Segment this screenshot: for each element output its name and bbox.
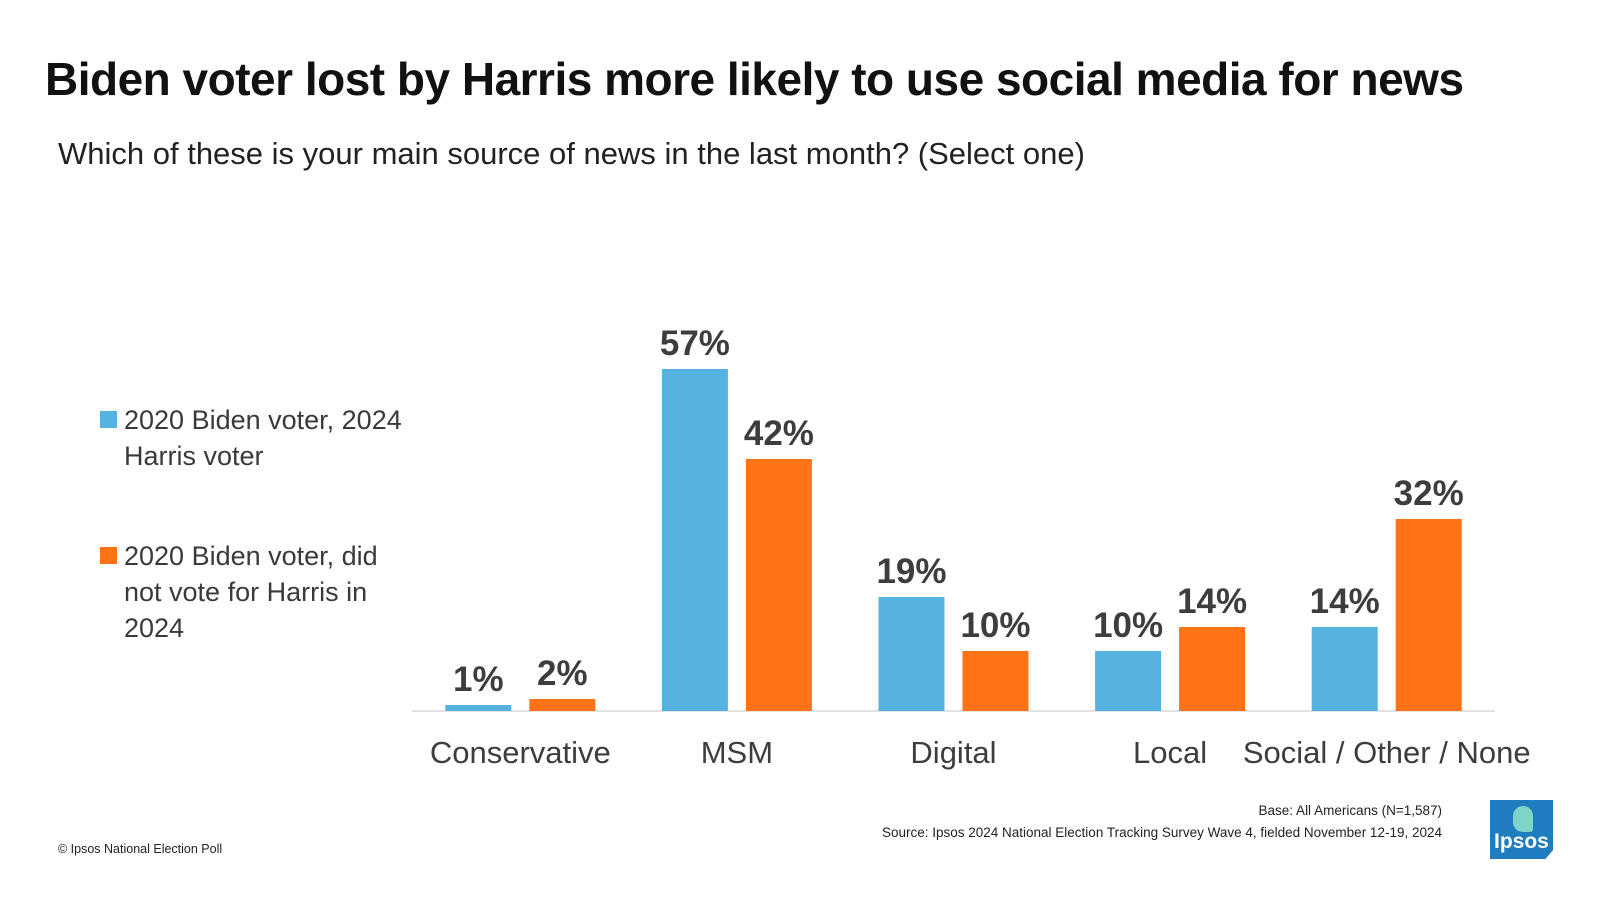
data-label-digital-series-2: 10% [960,606,1030,645]
legend-swatch-harris-voter [100,411,117,428]
legend-item-not-harris-voter: 2020 Biden voter, did not vote for Harri… [100,538,410,646]
bar-digital-series-2 [962,651,1029,711]
data-label-conservative-series-2: 2% [537,654,588,693]
bar-conservative-series-1 [445,705,512,711]
legend-item-harris-voter: 2020 Biden voter, 2024 Harris voter [100,402,410,474]
footnotes: Base: All Americans (N=1,587) Source: Ip… [882,800,1442,844]
legend-label-not-harris-voter: 2020 Biden voter, did not vote for Harri… [124,541,378,643]
bar-msm-series-2 [745,459,812,711]
chart-title: Biden voter lost by Harris more likely t… [45,53,1464,105]
source-note: Source: Ipsos 2024 National Election Tra… [881,825,1442,840]
data-label-local-series-2: 14% [1177,582,1247,621]
legend-swatch-not-harris-voter [100,547,117,564]
data-label-social-other-none-series-1: 14% [1310,582,1380,621]
legend: 2020 Biden voter, 2024 Harris voter 2020… [100,402,410,646]
bar-conservative-series-2 [529,699,596,711]
data-label-conservative-series-1: 1% [453,660,504,699]
data-label-local-series-1: 10% [1093,606,1163,645]
data-label-msm-series-1: 57% [660,324,730,363]
data-label-msm-series-2: 42% [744,414,814,453]
copyright-note: © Ipsos National Election Poll [58,842,223,856]
category-label-social-other-none: Social / Other / None [1243,735,1531,770]
ipsos-logo-text: Ipsos [1494,830,1549,853]
bar-local-series-2 [1179,627,1246,711]
bar-social-other-none-series-2 [1395,519,1462,711]
bar-local-series-1 [1095,651,1162,711]
chart-subtitle: Which of these is your main source of ne… [58,136,1085,171]
legend-label-harris-voter: 2020 Biden voter, 2024 Harris voter [124,405,402,471]
ipsos-logo-mark-icon [1513,806,1533,832]
base-note: Base: All Americans (N=1,587) [1258,803,1442,818]
bar-social-other-none-series-1 [1311,627,1378,711]
ipsos-logo: Ipsos [1490,800,1553,859]
bar-digital-series-1 [878,597,945,711]
bar-msm-series-1 [661,369,728,711]
category-label-msm: MSM [701,735,773,770]
data-label-social-other-none-series-2: 32% [1394,474,1464,513]
category-label-local: Local [1133,735,1207,770]
category-label-conservative: Conservative [430,735,611,770]
data-label-digital-series-1: 19% [876,552,946,591]
category-label-digital: Digital [910,735,996,770]
